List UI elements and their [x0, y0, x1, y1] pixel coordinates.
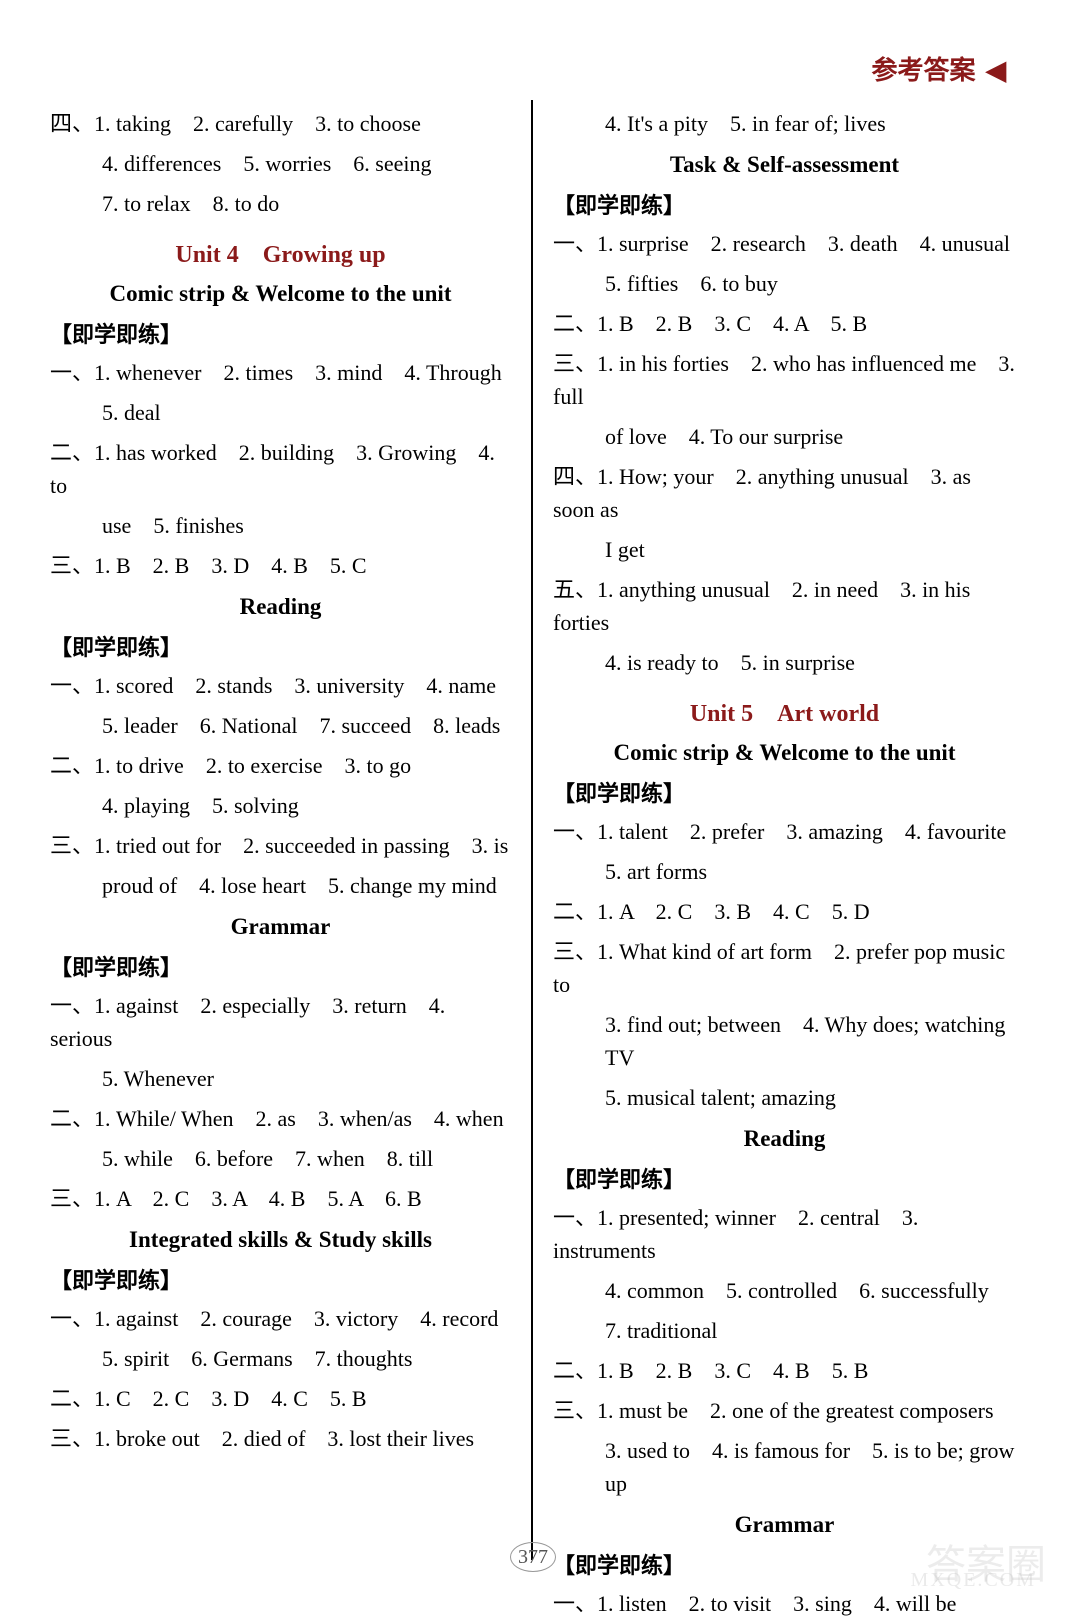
- answer-line: 二、1. C 2. C 3. D 4. C 5. B: [50, 1382, 511, 1415]
- sub-heading: 【即学即练】: [50, 630, 511, 662]
- answer-line: I get: [553, 533, 1016, 566]
- answer-line: 一、1. against 2. especially 3. return 4. …: [50, 989, 511, 1055]
- answer-line: 7. to relax 8. to do: [50, 187, 511, 220]
- answer-line: 三、1. must be 2. one of the greatest comp…: [553, 1394, 1016, 1427]
- section-heading: Grammar: [50, 914, 511, 940]
- answer-line: 5. musical talent; amazing: [553, 1081, 1016, 1114]
- answer-line: 一、1. surprise 2. research 3. death 4. un…: [553, 227, 1016, 260]
- sub-heading: 【即学即练】: [50, 1263, 511, 1295]
- sub-heading: 【即学即练】: [553, 188, 1016, 220]
- section-heading: Reading: [50, 594, 511, 620]
- watermark-url: MXQE.COM: [911, 1569, 1036, 1592]
- answer-line: 5. leader 6. National 7. succeed 8. lead…: [50, 709, 511, 742]
- answer-line: 三、1. B 2. B 3. D 4. B 5. C: [50, 549, 511, 582]
- answer-line: 一、1. whenever 2. times 3. mind 4. Throug…: [50, 356, 511, 389]
- answer-line: 五、1. anything unusual 2. in need 3. in h…: [553, 573, 1016, 639]
- answer-line: 4. It's a pity 5. in fear of; lives: [553, 107, 1016, 140]
- answer-line: 三、1. broke out 2. died of 3. lost their …: [50, 1422, 511, 1455]
- answer-line: 5. while 6. before 7. when 8. till: [50, 1142, 511, 1175]
- unit-heading: Unit 5 Art world: [553, 693, 1016, 728]
- header-arrow-icon: ◀: [986, 56, 1006, 85]
- answer-line: 5. deal: [50, 396, 511, 429]
- answer-line: use 5. finishes: [50, 509, 511, 542]
- answer-line: of love 4. To our surprise: [553, 420, 1016, 453]
- answer-line: 四、1. taking 2. carefully 3. to choose: [50, 107, 511, 140]
- answer-line: 二、1. A 2. C 3. B 4. C 5. D: [553, 895, 1016, 928]
- answer-line: 一、1. talent 2. prefer 3. amazing 4. favo…: [553, 815, 1016, 848]
- section-heading: Comic strip & Welcome to the unit: [50, 281, 511, 307]
- section-heading: Comic strip & Welcome to the unit: [553, 740, 1016, 766]
- left-column: 四、1. taking 2. carefully 3. to choose 4.…: [40, 100, 533, 1560]
- answer-line: 二、1. has worked 2. building 3. Growing 4…: [50, 436, 511, 502]
- answer-line: 三、1. in his forties 2. who has influence…: [553, 347, 1016, 413]
- answer-line: 一、1. scored 2. stands 3. university 4. n…: [50, 669, 511, 702]
- answer-line: 3. used to 4. is famous for 5. is to be;…: [553, 1434, 1016, 1500]
- sub-heading: 【即学即练】: [553, 776, 1016, 808]
- content-columns: 四、1. taking 2. carefully 3. to choose 4.…: [40, 100, 1026, 1560]
- answer-line: 四、1. How; your 2. anything unusual 3. as…: [553, 460, 1016, 526]
- right-column: 4. It's a pity 5. in fear of; lives Task…: [533, 100, 1026, 1560]
- answer-line: 三、1. What kind of art form 2. prefer pop…: [553, 935, 1016, 1001]
- section-heading: Grammar: [553, 1512, 1016, 1538]
- page-header: 参考答案 ◀: [871, 50, 1006, 87]
- answer-line: 二、1. B 2. B 3. C 4. A 5. B: [553, 307, 1016, 340]
- answer-line: 7. traditional: [553, 1314, 1016, 1347]
- answer-line: 三、1. tried out for 2. succeeded in passi…: [50, 829, 511, 862]
- unit-heading: Unit 4 Growing up: [50, 234, 511, 269]
- answer-line: 一、1. against 2. courage 3. victory 4. re…: [50, 1302, 511, 1335]
- answer-line: 4. differences 5. worries 6. seeing: [50, 147, 511, 180]
- sub-heading: 【即学即练】: [553, 1162, 1016, 1194]
- answer-line: 三、1. A 2. C 3. A 4. B 5. A 6. B: [50, 1182, 511, 1215]
- answer-line: 4. playing 5. solving: [50, 789, 511, 822]
- answer-line: 5. Whenever: [50, 1062, 511, 1095]
- answer-line: 5. fifties 6. to buy: [553, 267, 1016, 300]
- answer-line: 二、1. to drive 2. to exercise 3. to go: [50, 749, 511, 782]
- page-number: 377: [510, 1542, 556, 1572]
- answer-line: 4. common 5. controlled 6. successfully: [553, 1274, 1016, 1307]
- answer-line: 3. find out; between 4. Why does; watchi…: [553, 1008, 1016, 1074]
- section-heading: Task & Self-assessment: [553, 152, 1016, 178]
- answer-line: 5. art forms: [553, 855, 1016, 888]
- answer-line: 二、1. B 2. B 3. C 4. B 5. B: [553, 1354, 1016, 1387]
- answer-line: 一、1. presented; winner 2. central 3. ins…: [553, 1201, 1016, 1267]
- sub-heading: 【即学即练】: [50, 317, 511, 349]
- section-heading: Integrated skills & Study skills: [50, 1227, 511, 1253]
- answer-line: 4. is ready to 5. in surprise: [553, 646, 1016, 679]
- section-heading: Reading: [553, 1126, 1016, 1152]
- sub-heading: 【即学即练】: [50, 950, 511, 982]
- answer-line: 二、1. While/ When 2. as 3. when/as 4. whe…: [50, 1102, 511, 1135]
- answer-line: proud of 4. lose heart 5. change my mind: [50, 869, 511, 902]
- header-label: 参考答案: [871, 56, 975, 85]
- answer-line: 5. spirit 6. Germans 7. thoughts: [50, 1342, 511, 1375]
